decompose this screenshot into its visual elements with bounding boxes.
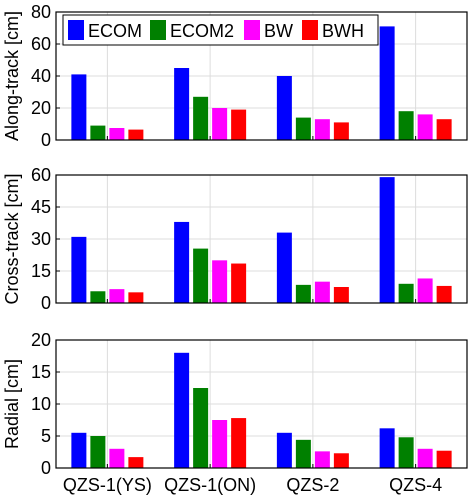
bar-ecom2-3 (295, 439, 311, 468)
legend-label-bwh: BWH (322, 21, 364, 41)
y-axis-label: Along-track [cm] (2, 11, 22, 141)
legend-label-ecom2: ECOM2 (170, 21, 234, 41)
bar-ecom2-4 (398, 283, 414, 303)
y-tick-label: 45 (31, 197, 51, 217)
bar-bw-3 (314, 451, 330, 468)
bar-bw-2 (212, 260, 228, 303)
bar-bw-2 (212, 108, 228, 140)
x-tick-label: QZS-1(ON) (164, 475, 256, 495)
bar-ecom2-3 (295, 117, 311, 140)
bar-bw-3 (314, 119, 330, 140)
y-tick-label: 20 (31, 330, 51, 350)
bar-bwh-3 (333, 287, 349, 303)
bar-bw-4 (417, 448, 433, 468)
y-axis-label: Cross-track [cm] (2, 173, 22, 304)
bar-bwh-2 (231, 109, 247, 140)
y-tick-label: 40 (31, 66, 51, 86)
bar-ecom-3 (276, 432, 292, 468)
legend-swatch-ecom2 (150, 20, 166, 40)
y-tick-label: 15 (31, 261, 51, 281)
bar-bw-2 (212, 420, 228, 468)
bar-bw-3 (314, 281, 330, 303)
bar-bwh-3 (333, 453, 349, 468)
bar-ecom2-2 (193, 96, 209, 140)
panel-2: 0 15 30 45 60 Cross-track [cm] (2, 165, 468, 313)
bar-ecom2-2 (193, 388, 209, 468)
panel-3: 0 5 10 15 20 Radial [cm] (2, 330, 468, 478)
bar-bwh-3 (333, 122, 349, 140)
bar-ecom-2 (174, 68, 190, 140)
legend-swatch-bwh (302, 20, 318, 40)
y-tick-label: 0 (41, 130, 51, 150)
bar-ecom2-1 (90, 291, 106, 303)
bar-bwh-4 (436, 450, 452, 468)
legend-label-bw: BW (264, 21, 293, 41)
bar-ecom-4 (379, 428, 395, 468)
bar-ecom2-1 (90, 125, 106, 140)
plot-frame (55, 339, 468, 469)
y-tick-label: 60 (31, 165, 51, 185)
y-tick-label: 60 (31, 34, 51, 54)
x-tick-label: QZS-4 (389, 475, 442, 495)
bar-bw-1 (109, 289, 125, 303)
bar-bwh-2 (231, 418, 247, 468)
bar-ecom-1 (71, 74, 87, 140)
bar-ecom2-4 (398, 437, 414, 468)
y-tick-label: 80 (31, 2, 51, 22)
bar-ecom-1 (71, 236, 87, 303)
bar-ecom2-1 (90, 436, 106, 468)
bar-bwh-4 (436, 285, 452, 303)
legend-swatch-bw (244, 20, 260, 40)
bar-ecom-2 (174, 352, 190, 468)
y-tick-label: 30 (31, 229, 51, 249)
y-tick-label: 5 (41, 426, 51, 446)
y-axis-label: Radial [cm] (2, 359, 22, 449)
bar-ecom-3 (276, 76, 292, 140)
bar-ecom-1 (71, 432, 87, 468)
bar-bwh-1 (128, 457, 144, 468)
x-tick-label: QZS-1(YS) (63, 475, 152, 495)
y-tick-label: 20 (31, 98, 51, 118)
bar-ecom2-3 (295, 284, 311, 303)
bar-bw-4 (417, 278, 433, 303)
bar-bw-1 (109, 448, 125, 468)
bar-ecom2-4 (398, 111, 414, 140)
y-tick-label: 10 (31, 394, 51, 414)
bar-bwh-1 (128, 129, 144, 140)
plot-frame (55, 11, 468, 141)
x-tick-label: QZS-2 (286, 475, 339, 495)
bar-bw-1 (109, 128, 125, 140)
legend-label-ecom: ECOM (88, 21, 142, 41)
y-tick-label: 0 (41, 458, 51, 478)
bar-ecom-2 (174, 221, 190, 303)
bar-bwh-1 (128, 292, 144, 303)
y-tick-label: 0 (41, 293, 51, 313)
legend: ECOM ECOM2 BW BWH (62, 14, 379, 46)
bar-ecom-4 (379, 26, 395, 140)
bar-ecom-4 (379, 177, 395, 303)
bar-ecom-3 (276, 232, 292, 303)
legend-box (62, 14, 379, 46)
legend-swatch-ecom (68, 20, 84, 40)
y-tick-label: 15 (31, 362, 51, 382)
bar-ecom2-2 (193, 248, 209, 303)
plot-frame (55, 174, 468, 304)
bar-bw-4 (417, 114, 433, 140)
bar-bwh-4 (436, 119, 452, 140)
bar-bwh-2 (231, 263, 247, 303)
